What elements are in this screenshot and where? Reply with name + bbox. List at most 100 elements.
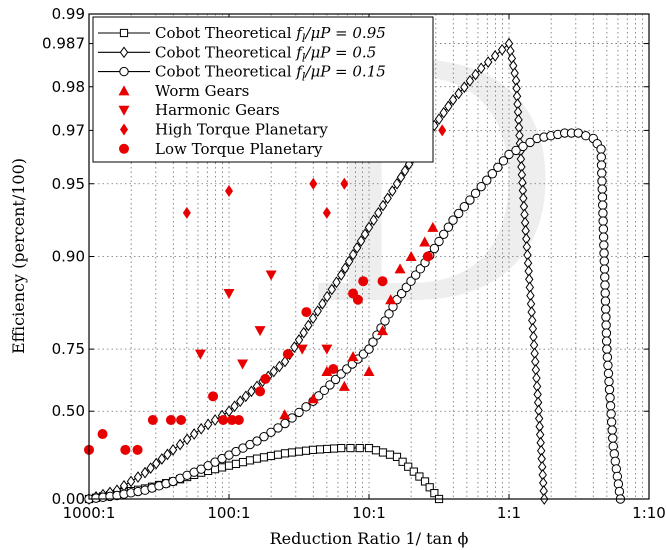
data-point bbox=[203, 418, 213, 431]
data-point bbox=[280, 449, 290, 458]
data-point bbox=[598, 224, 609, 234]
legend-item: Cobot Theoretical fl/μP = 0.95 bbox=[98, 24, 386, 45]
legend-item: Cobot Theoretical fl/μP = 0.15 bbox=[98, 63, 386, 84]
data-point bbox=[241, 390, 251, 403]
x-tick-label: 1:10 bbox=[632, 504, 666, 522]
data-point bbox=[308, 312, 318, 325]
data-point bbox=[189, 428, 199, 440]
data-point bbox=[235, 395, 245, 408]
data-point bbox=[598, 208, 608, 218]
data-point bbox=[394, 263, 406, 274]
y-tick-labels: 0.00 0.50 0.75 0.90 0.95 0.97 0.98 0.987 0.99 bbox=[42, 5, 649, 508]
data-point bbox=[599, 256, 610, 266]
data-point bbox=[336, 269, 346, 281]
data-point bbox=[454, 87, 463, 100]
data-point bbox=[601, 328, 612, 338]
data-point bbox=[600, 288, 610, 298]
data-point bbox=[598, 216, 608, 226]
data-point bbox=[429, 243, 440, 254]
data-point bbox=[470, 188, 481, 199]
data-point bbox=[330, 374, 341, 385]
data-point bbox=[438, 124, 447, 137]
data-point bbox=[406, 276, 416, 286]
data-point bbox=[132, 444, 143, 455]
data-point bbox=[255, 386, 266, 397]
data-point bbox=[443, 222, 454, 232]
data-point bbox=[476, 181, 486, 192]
data-point bbox=[493, 162, 503, 173]
data-point bbox=[265, 270, 277, 281]
data-point bbox=[321, 344, 333, 355]
data-point bbox=[444, 100, 453, 113]
data-point bbox=[369, 214, 378, 226]
data-point bbox=[401, 282, 412, 293]
data-point bbox=[301, 402, 311, 412]
y-tick-label: 0.97 bbox=[52, 121, 85, 139]
legend-label: Worm Gears bbox=[155, 82, 249, 100]
data-point bbox=[356, 235, 366, 247]
data-point bbox=[608, 433, 618, 443]
data-point bbox=[147, 414, 158, 425]
data-point bbox=[378, 199, 388, 212]
data-point bbox=[360, 228, 370, 241]
legend-label: Harmonic Gears bbox=[155, 101, 280, 119]
legend-marker bbox=[120, 123, 128, 136]
data-point bbox=[453, 208, 464, 219]
series-4 bbox=[279, 221, 439, 420]
legend-item: High Torque Planetary bbox=[120, 121, 328, 139]
legend-label: Cobot Theoretical fl/μP = 0.95 bbox=[155, 24, 386, 45]
data-point bbox=[355, 443, 364, 453]
data-point bbox=[252, 436, 262, 446]
y-tick-label: 0.987 bbox=[42, 35, 85, 53]
data-point bbox=[396, 288, 407, 299]
data-point bbox=[140, 466, 150, 479]
data-point bbox=[487, 169, 498, 179]
legend-box bbox=[92, 16, 434, 163]
data-point bbox=[97, 429, 108, 440]
data-point bbox=[404, 462, 413, 471]
data-point bbox=[497, 43, 507, 56]
data-point bbox=[309, 177, 318, 190]
data-point bbox=[321, 365, 333, 376]
data-point bbox=[194, 349, 206, 360]
legend: Cobot Theoretical fl/μP = 0.95 Cobot Theo… bbox=[92, 16, 434, 163]
data-point bbox=[606, 417, 617, 427]
data-point bbox=[448, 215, 458, 225]
data-point bbox=[600, 296, 611, 306]
data-point bbox=[168, 443, 178, 456]
data-point bbox=[260, 373, 271, 384]
data-point bbox=[182, 433, 192, 446]
data-point bbox=[434, 236, 444, 247]
legend-label: Low Torque Planetary bbox=[155, 140, 323, 158]
data-point bbox=[439, 229, 449, 240]
data-point bbox=[371, 446, 381, 455]
data-point bbox=[368, 337, 378, 347]
legend-item: Worm Gears bbox=[118, 82, 249, 100]
data-point bbox=[340, 262, 350, 275]
data-point bbox=[238, 458, 248, 467]
data-point bbox=[604, 376, 614, 387]
data-point bbox=[347, 351, 359, 362]
series-5 bbox=[194, 270, 333, 370]
data-point bbox=[525, 137, 535, 148]
data-point bbox=[482, 175, 492, 185]
data-point bbox=[385, 294, 397, 305]
data-point bbox=[259, 431, 269, 442]
data-point bbox=[597, 176, 607, 186]
data-point bbox=[282, 349, 293, 360]
data-point bbox=[322, 290, 332, 303]
data-point bbox=[273, 423, 283, 433]
y-tick-label: 0.98 bbox=[52, 78, 85, 96]
legend-marker bbox=[119, 143, 129, 154]
data-point bbox=[601, 312, 611, 322]
data-point bbox=[422, 251, 433, 262]
data-point bbox=[308, 445, 318, 454]
data-point bbox=[208, 391, 219, 402]
y-tick-label: 0.95 bbox=[52, 175, 85, 193]
data-point bbox=[245, 456, 255, 465]
x-tick-label: 1:1 bbox=[497, 504, 521, 522]
data-point bbox=[133, 471, 143, 483]
data-point bbox=[327, 283, 337, 296]
data-point bbox=[328, 364, 339, 375]
data-point bbox=[287, 448, 297, 457]
